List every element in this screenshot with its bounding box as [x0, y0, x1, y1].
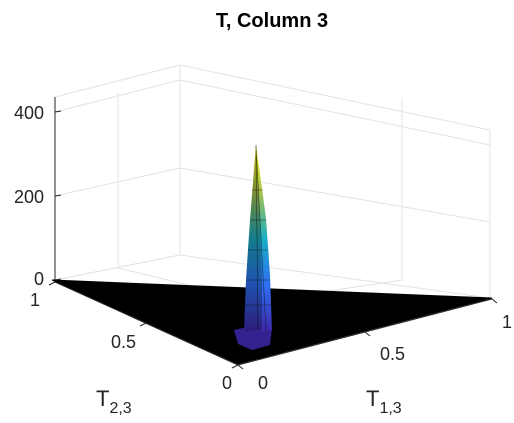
z-tick-label-0: 0 — [34, 269, 44, 289]
y-axis-line — [54, 281, 239, 366]
peak-spike-back — [244, 145, 272, 332]
y-tick-label-1: 1 — [30, 290, 40, 310]
z-tick-400 — [54, 110, 62, 113]
grid-top-back-right — [179, 64, 491, 131]
x-tick-label-1: 1 — [502, 312, 512, 332]
x-tick-05 — [364, 331, 371, 337]
x-axis-label: T1,3 — [366, 386, 402, 417]
x-tick-0 — [237, 364, 244, 370]
z-tick-200 — [54, 194, 62, 197]
y-tick-1 — [48, 281, 56, 286]
surface-floor — [51, 279, 493, 365]
grid-top-back-left — [54, 64, 181, 98]
y-axis-label-sub: 2,3 — [109, 400, 131, 417]
grid-z200-right — [179, 167, 491, 223]
chart-title: T, Column 3 — [216, 10, 328, 32]
x-axis-label-sub: 1,3 — [379, 400, 401, 417]
surface-peak — [234, 144, 272, 350]
x-axis-label-main: T — [366, 386, 379, 411]
grid-z400-right — [179, 79, 491, 146]
grid-floor-back — [54, 254, 181, 281]
y-axis-label: T2,3 — [96, 386, 132, 417]
peak-base-blob — [234, 326, 272, 350]
y-tick-label-0: 0 — [222, 373, 232, 393]
x-tick-1 — [491, 298, 498, 304]
peak-mesh-lines — [245, 144, 271, 331]
y-axis-label-main: T — [96, 386, 109, 411]
x-tick-label-05: 0.5 — [380, 344, 405, 364]
z-tick-label-400: 400 — [14, 103, 44, 123]
y-tick-0 — [231, 364, 239, 369]
grid-z400-left — [54, 79, 181, 113]
y-tick-05 — [139, 322, 147, 327]
y-tick-label-05: 0.5 — [111, 332, 136, 352]
x-tick-label-0: 0 — [258, 373, 268, 393]
z-tick-label-200: 200 — [14, 187, 44, 207]
grid-z0-right — [179, 254, 491, 299]
grid-z200-left — [54, 167, 181, 197]
